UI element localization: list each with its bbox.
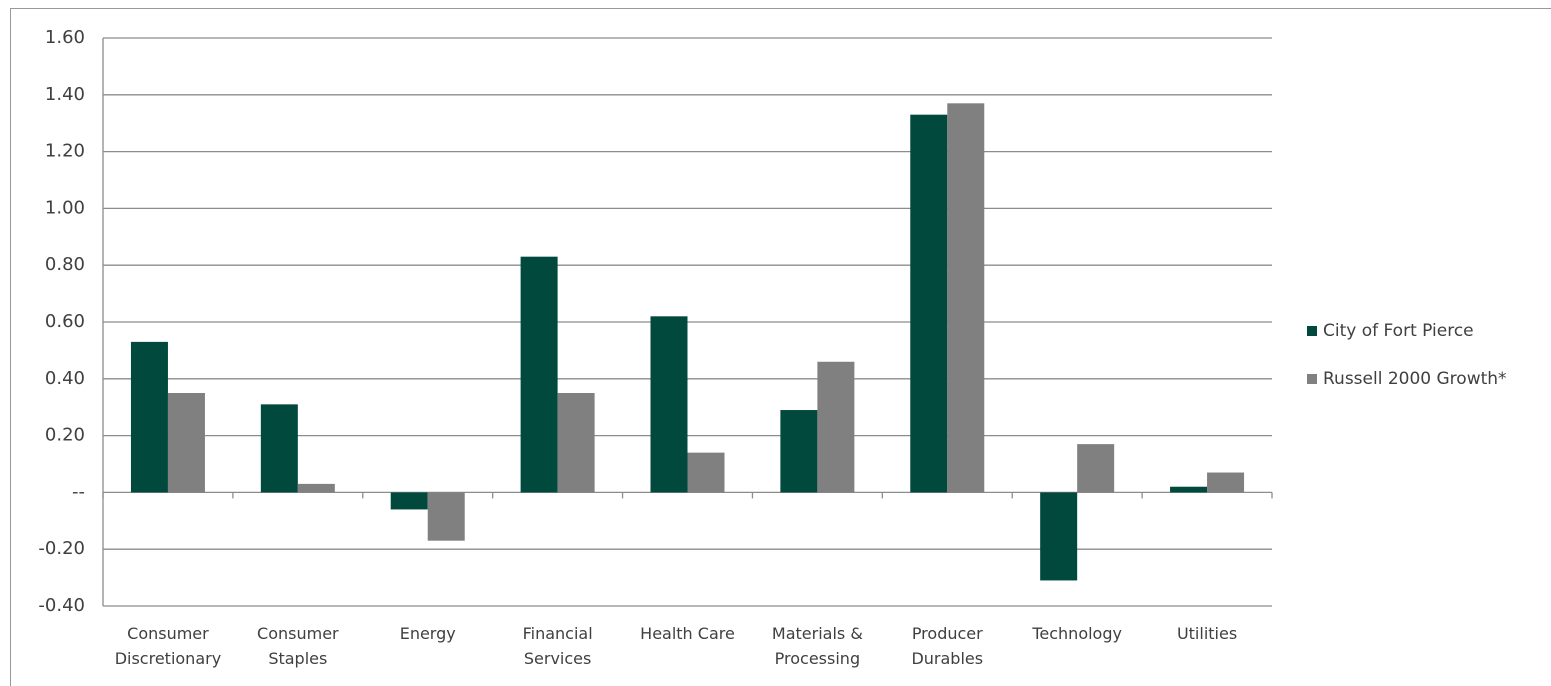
bar (687, 452, 725, 493)
bar (260, 404, 298, 493)
bar (1077, 444, 1115, 493)
chart-border (10, 8, 1551, 686)
y-tick-label: 0.60 (45, 311, 85, 332)
legend-label: City of Fort Pierce (1323, 321, 1474, 341)
bar (427, 492, 465, 541)
x-tick-label: Energy (399, 624, 456, 643)
bar (1040, 492, 1078, 581)
bar (167, 393, 205, 493)
x-tick-label: Producer Durables (911, 624, 984, 668)
bar (910, 114, 948, 493)
y-tick-label: 1.20 (45, 141, 85, 162)
y-tick-label: -0.40 (38, 595, 85, 616)
x-tick-label: Health Care (640, 624, 735, 643)
y-tick-label: 1.40 (45, 84, 85, 105)
bar (780, 410, 818, 493)
legend-swatch (1307, 326, 1317, 336)
bar (390, 492, 428, 510)
bar (947, 103, 985, 493)
bar (1207, 472, 1245, 493)
x-tick-label: Technology (1032, 624, 1122, 643)
bar (817, 361, 855, 493)
bar (650, 316, 688, 493)
legend-label: Russell 2000 Growth* (1323, 369, 1507, 389)
legend-swatch (1307, 374, 1317, 384)
x-tick-label: Utilities (1176, 624, 1238, 643)
y-tick-label: -0.20 (38, 538, 85, 559)
bar (1170, 486, 1208, 493)
x-tick-label: Consumer Discretionary (114, 624, 222, 668)
y-tick-label: 0.20 (45, 425, 85, 446)
bar (520, 256, 558, 493)
bar (557, 393, 595, 493)
y-tick-label: 1.00 (45, 197, 85, 218)
x-tick-label: Consumer Staples (257, 624, 339, 668)
y-tick-label: 0.80 (45, 254, 85, 275)
y-tick-label: -- (72, 481, 85, 502)
bar (297, 483, 335, 493)
x-tick-label: Materials & Processing (771, 624, 863, 668)
bar (130, 341, 168, 493)
y-tick-label: 0.40 (45, 368, 85, 389)
y-tick-label: 1.60 (45, 27, 85, 48)
x-tick-label: Financial Services (522, 624, 593, 668)
